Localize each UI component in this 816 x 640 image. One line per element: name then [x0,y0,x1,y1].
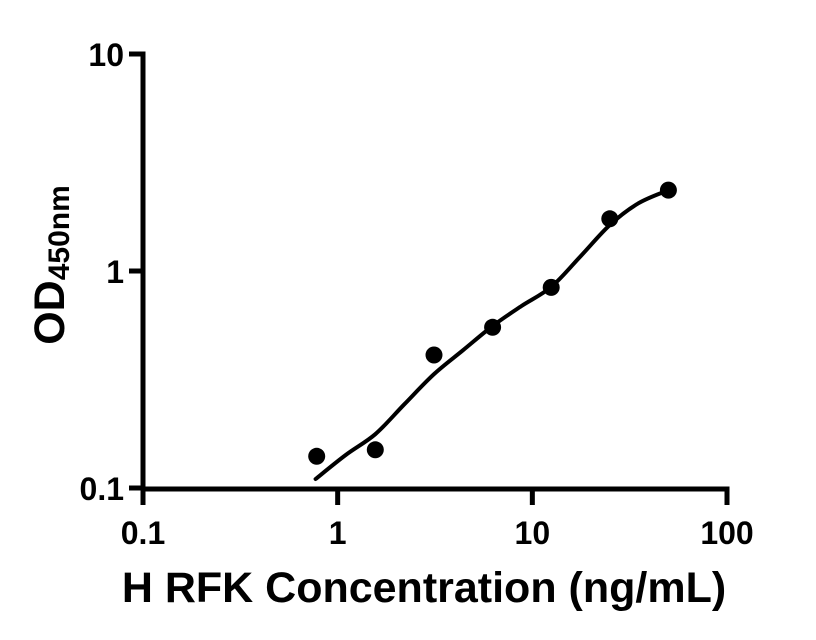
data-point [542,278,560,296]
x-tick-label: 10 [515,515,551,551]
y-axis-title: OD450nm [26,185,76,345]
y-axis-title-main: OD [26,280,74,345]
y-tick-label: 1 [106,254,124,290]
data-point [425,346,443,364]
y-tick-label: 0.1 [80,471,124,507]
y-axis-title-subscript: 450nm [43,185,76,280]
data-point [659,181,677,199]
x-axis-title: H RFK Concentration (ng/mL) [122,564,726,612]
x-tick-label: 0.1 [121,515,165,551]
y-tick-label: 10 [88,37,124,73]
data-point [484,318,502,336]
axes-layer [129,51,730,505]
x-tick-label: 100 [700,515,753,551]
data-point [366,441,384,459]
x-tick-label: 1 [329,515,347,551]
data-points-layer [308,181,677,465]
data-point [601,210,619,228]
data-point [308,447,326,465]
tick-label-layer: 0.1 1 10 100 10 1 0.1 [80,37,754,551]
